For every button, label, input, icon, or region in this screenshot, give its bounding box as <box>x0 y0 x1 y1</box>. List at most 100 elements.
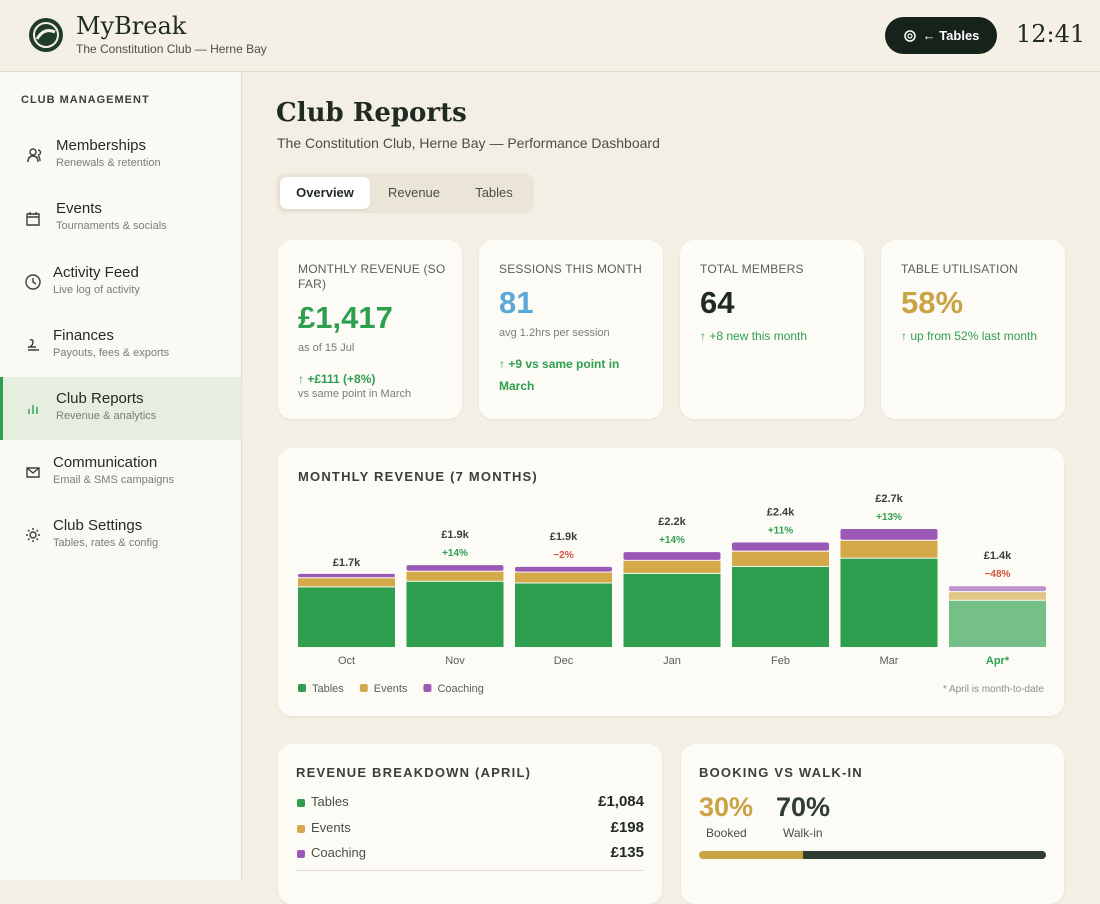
icon-path <box>25 273 41 290</box>
bar-segment <box>298 578 395 587</box>
nav-sub: Tables, rates & config <box>53 536 159 549</box>
icon-path <box>28 405 38 415</box>
nav-label: Club Settings <box>53 516 143 534</box>
tab[interactable]: Revenue <box>387 185 441 200</box>
brand: MyBreak <box>76 12 187 40</box>
kpi-label: TOTAL MEMBERS <box>700 262 804 276</box>
kpi-change: ↑ +8 new this month <box>700 329 808 343</box>
sidebar: CLUB MANAGEMENT Memberships Renewals & re… <box>0 72 242 880</box>
kpi-card: SESSIONS THIS MONTH 81 avg 1.2hrs per sess… <box>479 240 663 419</box>
bar-segment <box>732 542 829 551</box>
booking-label: Walk-in <box>783 826 823 840</box>
kpi-value: 64 <box>700 285 735 320</box>
nav-label: Events <box>56 200 102 218</box>
nav-icon <box>26 466 40 478</box>
kpi-note: avg 1.2hrs per session <box>499 327 610 339</box>
legend-swatch <box>298 684 306 692</box>
value-label: £2.7k <box>875 493 903 505</box>
kpi-value: £1,417 <box>298 300 393 335</box>
breakdown-card: REVENUE BREAKDOWN (APRIL) Tables £1,084 Ev… <box>278 744 662 904</box>
kpi-change-note: vs same point in March <box>298 388 412 400</box>
nav-label: Activity Feed <box>53 263 139 281</box>
nav-item[interactable]: Memberships Renewals & retention <box>0 124 241 187</box>
row-dot <box>297 799 305 807</box>
change-label: +14% <box>442 548 468 559</box>
value-label: £1.9k <box>550 531 578 543</box>
row-dot <box>297 850 305 858</box>
nav-item[interactable]: Events Tournaments & socials <box>0 187 241 250</box>
bar-segment <box>406 565 504 571</box>
chart: MONTHLY REVENUE (7 MONTHS) £1.7k Oct +14% £… <box>298 469 1046 695</box>
booking-bar <box>699 851 804 859</box>
nav-icon <box>26 527 40 542</box>
nav-sub: Live log of activity <box>53 283 140 296</box>
booking-value: 30% <box>699 792 754 822</box>
value-label: £1.4k <box>984 550 1012 562</box>
page: MyBreak The Constitution Club — Herne Ba… <box>0 12 1100 904</box>
bar-segment <box>949 586 1046 592</box>
button-label: ← Tables <box>922 28 980 43</box>
nav-item[interactable]: Finances Payouts, fees & exports <box>0 314 241 377</box>
row-value: £198 <box>610 818 644 836</box>
change-label: −2% <box>553 550 573 561</box>
legend-label: Tables <box>312 683 344 695</box>
nav-icon <box>28 338 39 351</box>
nav-sub: Renewals & retention <box>56 157 161 169</box>
legend-label: Coaching <box>437 683 483 695</box>
nav-icon <box>28 405 38 415</box>
nav-sub: Email & SMS campaigns <box>53 473 175 486</box>
row-value: £135 <box>610 844 644 861</box>
bar-segment <box>298 573 395 578</box>
bar-segment <box>732 566 829 647</box>
nav-item[interactable]: Club Reports Revenue & analytics <box>0 377 241 441</box>
page-subtitle: The Constitution Club, Herne Bay — Perfo… <box>277 135 660 151</box>
kpi-value: 58% <box>901 285 964 320</box>
chart-card: MONTHLY REVENUE (7 MONTHS) £1.7k Oct +14% £… <box>278 448 1064 716</box>
nav-item[interactable]: Club Settings Tables, rates & config <box>0 504 241 567</box>
tab-bar: Overview Revenue Tables <box>276 173 534 213</box>
legend-label: Events <box>374 683 408 695</box>
x-tick-label: Mar <box>880 655 899 667</box>
kpi-label: MONTHLY REVENUE (SO FAR) <box>298 262 446 291</box>
nav-label: Club Reports <box>56 390 144 408</box>
nav-icon <box>25 273 41 290</box>
change-label: +14% <box>659 535 685 546</box>
kpi-card: TOTAL MEMBERS 64 ↑ +8 new this month <box>680 240 864 419</box>
nav-label: Communication <box>53 453 158 471</box>
breakdown-title: REVENUE BREAKDOWN (APRIL) <box>296 765 532 780</box>
nav-sub: Revenue & analytics <box>56 410 157 423</box>
x-tick-label: Jan <box>663 655 681 667</box>
nav-label: Memberships <box>56 137 147 154</box>
nav-sub: Tournaments & socials <box>56 220 167 233</box>
booking-card: BOOKING VS WALK-IN 30% Booked 70% Walk-in <box>681 744 1064 904</box>
value-label: £1.9k <box>441 529 469 541</box>
icon-path <box>26 466 40 478</box>
nav-item[interactable]: Activity Feed Live log of activity <box>0 251 241 314</box>
nav-label: Finances <box>53 326 114 344</box>
x-tick-label: Feb <box>771 655 790 667</box>
booking-bar <box>803 851 1046 859</box>
x-tick-label: Dec <box>554 655 574 667</box>
bar-segment <box>623 552 721 560</box>
bar-segment <box>949 592 1046 600</box>
icon-path <box>27 148 42 163</box>
row-dot <box>297 824 305 833</box>
clock: 12:41 <box>1016 20 1086 48</box>
gear-icon <box>903 29 916 42</box>
tables-button[interactable]: ← Tables <box>885 17 997 54</box>
bar-segment <box>623 573 721 647</box>
kpi-label: TABLE UTILISATION <box>901 262 1018 276</box>
nav-item[interactable]: Communication Email & SMS campaigns <box>0 441 241 504</box>
divider <box>296 870 644 871</box>
value-label: £2.4k <box>767 507 795 519</box>
kpi-note: as of 15 Jul <box>298 342 355 354</box>
change-label: +11% <box>768 526 793 537</box>
x-tick-label: Oct <box>338 655 355 667</box>
bar-segment <box>732 551 829 566</box>
icon-path <box>28 338 39 351</box>
tab[interactable]: Overview <box>280 177 370 209</box>
booking-value: 70% <box>776 792 831 822</box>
row-name: Coaching <box>311 845 366 860</box>
page-title: Club Reports <box>276 98 467 128</box>
tab[interactable]: Tables <box>475 185 513 200</box>
